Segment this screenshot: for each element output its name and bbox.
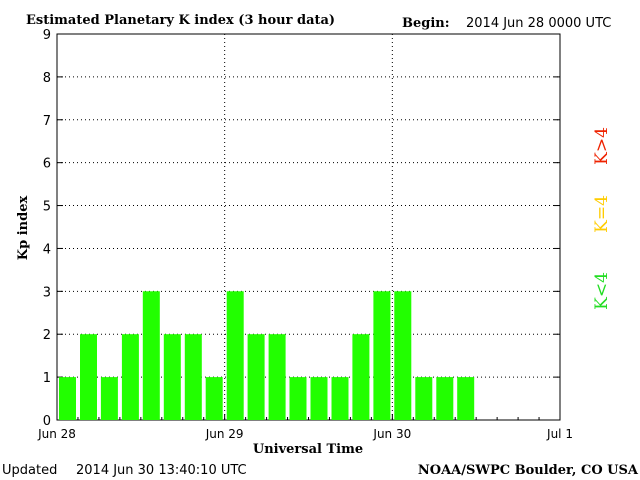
x-tick-label: Jun 29 <box>205 427 244 441</box>
updated-label: Updated <box>2 463 57 478</box>
credit-text: NOAA/SWPC Boulder, CO USA <box>418 463 639 478</box>
y-tick-label: 9 <box>43 28 51 43</box>
x-tick-label: Jun 28 <box>37 427 76 441</box>
kp-bar <box>247 334 265 420</box>
y-tick-label: 3 <box>43 285 51 300</box>
kp-bar <box>121 334 139 420</box>
legend-low: K<4 <box>592 272 612 310</box>
kp-bar <box>80 334 97 420</box>
kp-bar <box>289 377 307 420</box>
y-tick-label: 6 <box>43 157 51 172</box>
kp-bar <box>373 291 391 420</box>
kp-bar <box>163 334 181 420</box>
legend-mid: K=4 <box>592 195 612 233</box>
legend-high: K>4 <box>592 127 612 165</box>
kp-bar <box>100 377 118 420</box>
x-tick-label: Jul 1 <box>546 427 573 441</box>
kp-bar <box>59 377 76 420</box>
y-tick-label: 7 <box>43 114 51 129</box>
begin-value: 2014 Jun 28 0000 UTC <box>466 16 611 31</box>
y-axis-label: Kp index <box>16 196 31 261</box>
x-tick-label: Jun 30 <box>372 427 411 441</box>
kp-bar <box>415 377 433 420</box>
kp-bar <box>310 377 328 420</box>
x-tick-labels: Jun 28 Jun 29 Jun 30 Jul 1 <box>37 427 573 441</box>
y-tick-label: 2 <box>43 328 51 343</box>
y-tick-label: 0 <box>43 414 51 429</box>
bars <box>59 291 475 420</box>
updated-value: 2014 Jun 30 13:40:10 UTC <box>76 463 247 478</box>
chart-title: Estimated Planetary K index (3 hour data… <box>26 13 335 28</box>
kp-bar <box>331 377 349 420</box>
kp-bar <box>394 291 412 420</box>
kp-bar <box>205 377 223 420</box>
y-tick-label: 8 <box>43 71 51 86</box>
kp-bar <box>352 334 370 420</box>
begin-label: Begin: <box>402 16 450 31</box>
gridlines <box>56 33 561 421</box>
kp-bar <box>226 291 244 420</box>
kp-bar <box>142 291 160 420</box>
y-tick-label: 5 <box>43 200 51 215</box>
y-tick-label: 4 <box>43 242 51 257</box>
kp-bar <box>436 377 454 420</box>
kp-bar <box>457 377 475 420</box>
y-tick-label: 1 <box>43 371 51 386</box>
y-tick-labels: 0 1 2 3 4 5 6 7 8 9 <box>43 28 51 429</box>
kp-bar <box>184 334 202 420</box>
kp-bar <box>268 334 286 420</box>
x-axis-label: Universal Time <box>253 442 363 457</box>
